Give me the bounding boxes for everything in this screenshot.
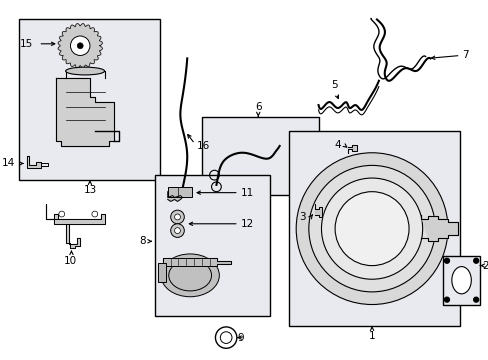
Circle shape — [296, 153, 447, 305]
Text: 11: 11 — [240, 188, 253, 198]
Circle shape — [444, 297, 448, 302]
Polygon shape — [46, 204, 104, 224]
Text: 14: 14 — [2, 158, 15, 168]
Circle shape — [220, 332, 231, 343]
Circle shape — [473, 297, 478, 302]
Polygon shape — [163, 258, 217, 266]
Circle shape — [59, 211, 64, 217]
Bar — [167, 187, 192, 197]
Circle shape — [215, 327, 236, 348]
Bar — [202, 117, 318, 195]
Bar — [158, 263, 165, 282]
Polygon shape — [314, 204, 322, 217]
Bar — [155, 175, 269, 316]
Text: 7: 7 — [462, 50, 468, 60]
Polygon shape — [420, 215, 457, 241]
Circle shape — [70, 36, 90, 55]
Text: 2: 2 — [481, 261, 488, 271]
Ellipse shape — [65, 67, 104, 75]
Polygon shape — [27, 156, 41, 168]
Polygon shape — [65, 224, 80, 248]
Text: 15: 15 — [20, 39, 34, 49]
Circle shape — [174, 214, 180, 220]
Text: 1: 1 — [368, 331, 375, 341]
Text: 13: 13 — [83, 185, 96, 195]
Bar — [442, 256, 479, 305]
Ellipse shape — [451, 267, 470, 294]
Polygon shape — [167, 192, 182, 201]
Bar — [19, 19, 160, 180]
Ellipse shape — [168, 260, 211, 291]
Text: 6: 6 — [254, 102, 261, 112]
Circle shape — [321, 178, 422, 279]
Polygon shape — [347, 145, 357, 153]
Polygon shape — [58, 23, 102, 68]
Text: 16: 16 — [197, 141, 210, 151]
Circle shape — [92, 211, 98, 217]
Text: 8: 8 — [140, 236, 146, 246]
Circle shape — [77, 43, 83, 49]
Ellipse shape — [161, 254, 219, 297]
Circle shape — [444, 258, 448, 263]
Text: 4: 4 — [334, 140, 340, 150]
Circle shape — [308, 165, 434, 292]
Text: 10: 10 — [64, 256, 77, 266]
Circle shape — [170, 224, 184, 237]
Polygon shape — [56, 78, 114, 146]
Text: 12: 12 — [240, 219, 253, 229]
Text: 5: 5 — [330, 81, 337, 90]
Bar — [289, 131, 459, 326]
Circle shape — [170, 210, 184, 224]
Text: 3: 3 — [299, 212, 305, 222]
Text: 9: 9 — [237, 333, 244, 343]
Circle shape — [334, 192, 408, 266]
Circle shape — [174, 228, 180, 234]
Polygon shape — [217, 261, 230, 264]
Circle shape — [473, 258, 478, 263]
